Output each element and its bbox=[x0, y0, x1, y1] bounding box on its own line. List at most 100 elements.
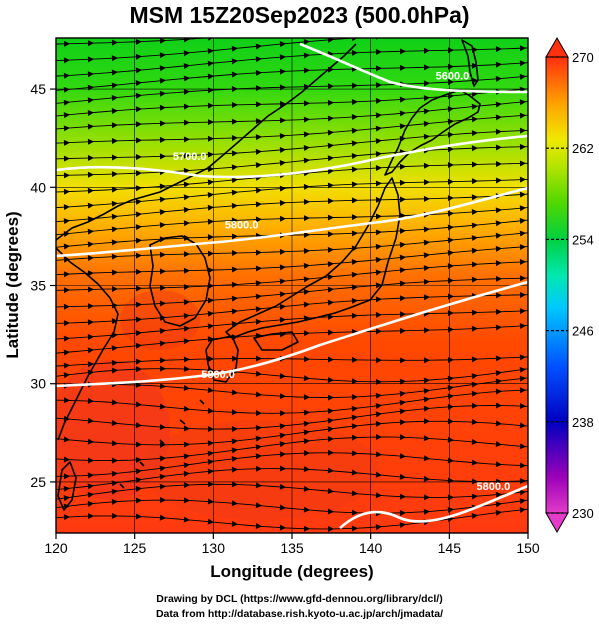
wind-arrowhead bbox=[207, 179, 214, 186]
wind-arrowhead bbox=[375, 524, 382, 531]
wind-arrowhead bbox=[87, 171, 94, 178]
colorbar-max-arrow bbox=[545, 37, 569, 58]
wind-arrowhead bbox=[255, 453, 262, 460]
wind-arrowhead bbox=[135, 358, 142, 365]
wind-arrowhead bbox=[495, 441, 502, 448]
wind-arrowhead bbox=[159, 90, 166, 97]
wind-arrowhead bbox=[375, 165, 382, 171]
coastline-kyushu bbox=[205, 335, 239, 383]
wind-arrowhead bbox=[231, 58, 238, 65]
wind-arrowhead bbox=[519, 354, 526, 361]
wind-arrowhead bbox=[207, 191, 214, 198]
wind-arrowhead bbox=[279, 393, 286, 400]
wind-arrowhead bbox=[471, 438, 478, 445]
wind-arrowhead bbox=[519, 489, 526, 496]
wind-arrowhead bbox=[351, 98, 358, 105]
wind-arrowhead bbox=[111, 122, 118, 129]
wind-arrowhead bbox=[279, 248, 286, 255]
wind-arrowhead bbox=[519, 308, 526, 315]
wind-arrowhead bbox=[280, 28, 287, 35]
wind-arrowhead bbox=[303, 38, 310, 45]
wind-arrowhead bbox=[471, 309, 478, 316]
wind-arrowhead bbox=[399, 295, 406, 302]
wind-arrowhead bbox=[279, 68, 286, 75]
wind-arrowhead bbox=[111, 154, 118, 161]
wind-arrowhead bbox=[279, 132, 286, 139]
credit-data: Data from http://database.rish.kyoto-u.a… bbox=[155, 608, 444, 620]
wind-arrowhead bbox=[231, 177, 238, 184]
wind-arrowhead bbox=[231, 481, 238, 488]
wind-arrowhead bbox=[159, 120, 166, 127]
wind-arrowhead bbox=[159, 52, 166, 59]
wind-arrowhead bbox=[159, 251, 166, 258]
wind-arrowhead bbox=[111, 253, 118, 260]
wind-arrowhead bbox=[495, 245, 502, 252]
wind-arrowhead bbox=[303, 67, 310, 74]
colorbar-tick-label: 270 bbox=[572, 50, 594, 65]
wind-arrowhead bbox=[63, 335, 70, 342]
contour-5700 bbox=[56, 134, 528, 179]
wind-arrowhead bbox=[63, 287, 70, 294]
wind-arrowhead bbox=[423, 294, 430, 301]
wind-arrowhead bbox=[111, 55, 118, 62]
wind-arrowhead bbox=[399, 254, 406, 261]
height-contours bbox=[56, 42, 528, 529]
wind-arrowhead bbox=[231, 164, 238, 171]
wind-arrowhead bbox=[303, 157, 310, 164]
wind-arrowhead bbox=[87, 513, 94, 520]
contour-label: 5800.0 bbox=[201, 369, 235, 381]
wind-arrowhead bbox=[399, 48, 406, 55]
wind-arrowhead bbox=[87, 319, 94, 326]
wind-arrowhead bbox=[183, 384, 190, 391]
wind-arrowhead bbox=[87, 417, 94, 424]
wind-arrowhead bbox=[135, 468, 142, 475]
wind-arrowhead bbox=[87, 255, 94, 262]
x-tick-label: 135 bbox=[280, 540, 304, 556]
wind-arrowhead bbox=[111, 239, 118, 246]
wind-arrowhead bbox=[207, 135, 214, 142]
wind-arrowhead bbox=[423, 405, 430, 412]
wind-arrowhead bbox=[183, 462, 190, 469]
wind-arrowhead bbox=[255, 444, 262, 451]
wind-arrowhead bbox=[375, 48, 382, 55]
wind-arrowhead bbox=[63, 362, 70, 369]
x-axis-label: Longitude (degrees) bbox=[210, 562, 373, 581]
wind-arrowhead bbox=[495, 509, 502, 516]
wind-arrowhead bbox=[111, 345, 118, 352]
wind-arrowhead bbox=[519, 176, 526, 183]
wind-arrowhead bbox=[327, 274, 334, 281]
wind-arrowhead bbox=[448, 31, 454, 37]
wind-arrowhead bbox=[327, 408, 334, 415]
wind-arrowhead bbox=[207, 73, 214, 80]
wind-arrowhead bbox=[519, 73, 526, 80]
contour-label: 5600.0 bbox=[436, 70, 470, 82]
coastline-korea bbox=[149, 235, 211, 327]
wind-arrowhead bbox=[519, 244, 526, 251]
wind-arrowhead bbox=[304, 26, 311, 33]
wind-arrowhead bbox=[183, 325, 190, 332]
wind-arrowhead bbox=[255, 162, 262, 169]
wind-arrowhead bbox=[183, 425, 190, 432]
wind-arrowhead bbox=[231, 500, 238, 507]
wind-arrowhead bbox=[399, 196, 406, 203]
wind-arrowhead bbox=[471, 116, 478, 123]
wind-arrowhead bbox=[279, 423, 286, 430]
wind-arrowhead bbox=[231, 266, 238, 273]
y-tick-label: 30 bbox=[30, 376, 46, 392]
wind-arrowhead bbox=[159, 473, 166, 480]
wind-arrowhead bbox=[135, 268, 142, 275]
wind-arrowhead bbox=[423, 396, 430, 403]
wind-arrowhead bbox=[231, 438, 238, 445]
wind-arrowhead bbox=[327, 394, 334, 401]
warm-region bbox=[140, 420, 380, 520]
colorbar-tick-label: 230 bbox=[572, 506, 594, 521]
wind-arrowhead bbox=[255, 370, 262, 377]
wind-arrowhead bbox=[399, 434, 406, 441]
wind-arrowhead bbox=[495, 388, 502, 395]
wind-arrowhead bbox=[351, 394, 358, 401]
wind-arrowhead bbox=[87, 483, 94, 490]
wind-arrowhead bbox=[255, 216, 262, 223]
wind-arrowhead bbox=[351, 405, 358, 412]
wind-arrowhead bbox=[255, 201, 262, 208]
